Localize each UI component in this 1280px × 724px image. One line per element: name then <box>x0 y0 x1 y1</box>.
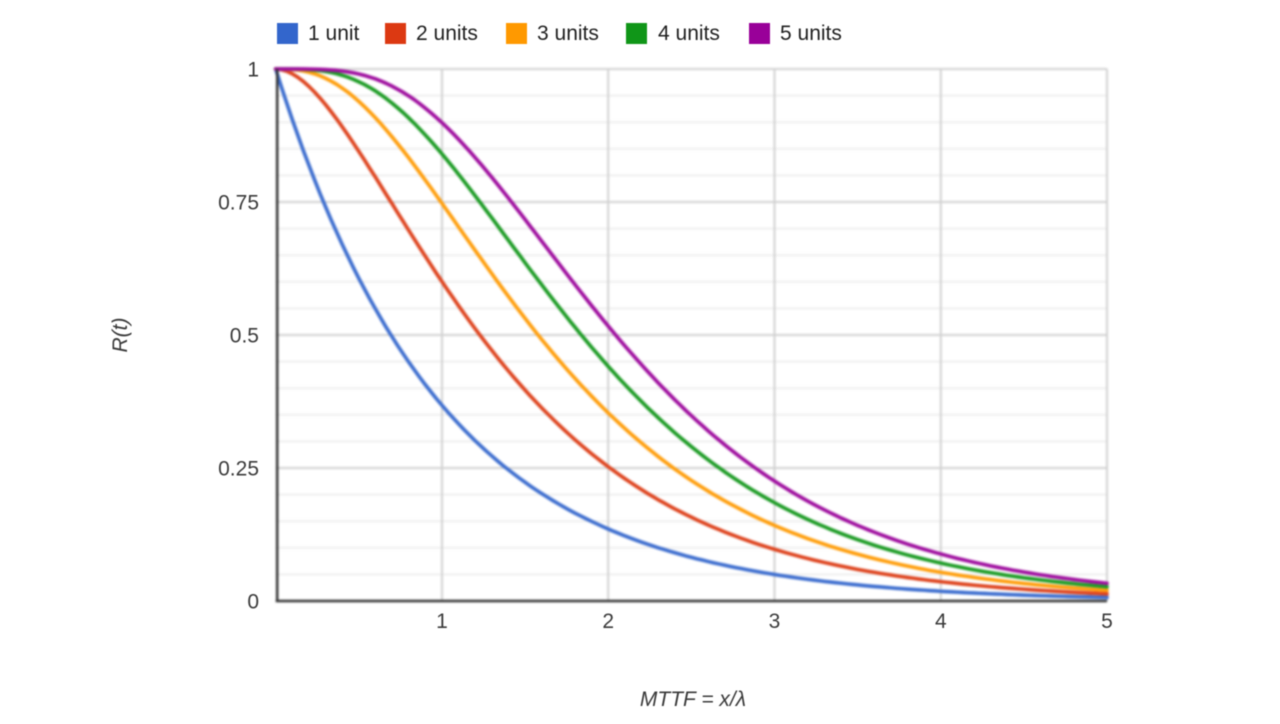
svg-text:4 units: 4 units <box>658 22 720 45</box>
svg-text:1: 1 <box>247 59 259 82</box>
svg-text:1 unit: 1 unit <box>308 22 360 45</box>
svg-text:4: 4 <box>935 610 947 633</box>
svg-text:2 units: 2 units <box>416 22 478 45</box>
svg-text:3: 3 <box>769 610 781 633</box>
svg-text:5: 5 <box>1101 610 1113 633</box>
svg-text:R(t): R(t) <box>109 318 132 353</box>
svg-text:2: 2 <box>602 610 614 633</box>
svg-text:0.75: 0.75 <box>218 192 259 215</box>
svg-text:3 units: 3 units <box>537 22 599 45</box>
svg-text:0.25: 0.25 <box>218 458 259 481</box>
svg-text:1: 1 <box>436 610 448 633</box>
svg-text:0: 0 <box>247 591 259 614</box>
svg-text:0.5: 0.5 <box>230 325 259 348</box>
svg-text:5 units: 5 units <box>780 22 842 45</box>
svg-text:MTTF = x/λ: MTTF = x/λ <box>640 688 746 711</box>
